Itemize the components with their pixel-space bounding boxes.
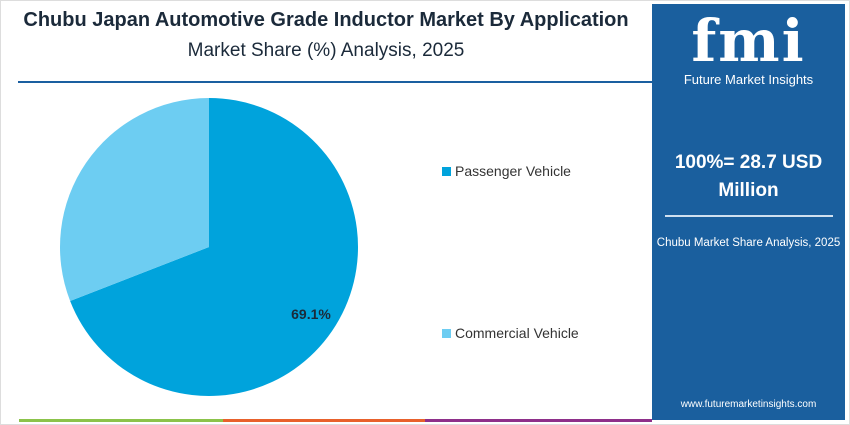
legend-swatch	[442, 166, 451, 176]
panel-divider	[664, 215, 833, 217]
legend-label: Passenger Vehicle	[455, 163, 571, 179]
legend-swatch	[442, 328, 451, 338]
legend-item-passenger: Passenger Vehicle	[442, 163, 571, 179]
fmi-logo: fmi	[691, 7, 806, 75]
website-link[interactable]: www.futuremarketinsights.com	[680, 399, 817, 410]
pie-chart: 69.1%	[59, 98, 359, 396]
data-label: 69.1%	[291, 306, 331, 322]
legend-label: Commercial Vehicle	[455, 325, 579, 341]
pie-slice-0	[70, 98, 359, 396]
legend-item-commercial: Commercial Vehicle	[442, 325, 579, 341]
chart-title: Chubu Japan Automotive Grade Inductor Ma…	[23, 9, 629, 31]
logo-name: Future Market Insights	[683, 72, 814, 87]
panel-caption: Chubu Market Share Analysis, 2025	[656, 237, 841, 249]
footer-bar-green	[19, 419, 223, 422]
footer-bar-orange	[223, 419, 425, 422]
title-divider	[18, 81, 652, 83]
info-panel: fmi Future Market Insights 100%= 28.7 US…	[652, 4, 845, 420]
footer-bar-purple	[425, 419, 652, 422]
market-total: 100%= 28.7 USD Million	[674, 152, 823, 201]
pie-slice-1	[59, 98, 209, 301]
chart-subtitle: Market Share (%) Analysis, 2025	[187, 40, 465, 61]
